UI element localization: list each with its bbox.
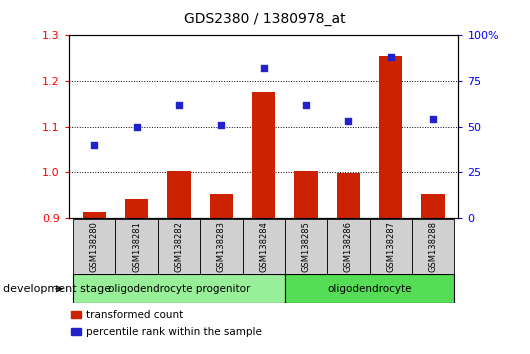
Bar [412, 219, 454, 274]
Bar [71, 328, 81, 335]
Bar [73, 219, 116, 274]
Bar [73, 274, 285, 303]
Text: oligodendrocyte progenitor: oligodendrocyte progenitor [108, 284, 250, 294]
Point [175, 102, 183, 108]
Text: oligodendrocyte: oligodendrocyte [328, 284, 412, 294]
Point [260, 65, 268, 71]
Text: transformed count: transformed count [86, 310, 184, 320]
Bar [167, 171, 191, 218]
Point [132, 124, 141, 130]
Text: percentile rank within the sample: percentile rank within the sample [86, 327, 262, 337]
Text: GSM138286: GSM138286 [344, 221, 353, 273]
Bar [369, 219, 412, 274]
Bar [327, 219, 369, 274]
Bar [252, 92, 275, 218]
Bar [125, 199, 148, 218]
Bar [83, 212, 106, 218]
Point [344, 118, 352, 124]
Point [386, 55, 395, 60]
Text: GSM138283: GSM138283 [217, 221, 226, 273]
Bar [421, 194, 445, 218]
Bar [379, 56, 402, 218]
Bar [337, 173, 360, 218]
Text: GDS2380 / 1380978_at: GDS2380 / 1380978_at [184, 12, 346, 27]
Bar [71, 310, 81, 318]
Bar [285, 219, 327, 274]
Bar [210, 194, 233, 218]
Text: GSM138282: GSM138282 [174, 222, 183, 272]
Point [429, 116, 437, 122]
Text: GSM138280: GSM138280 [90, 222, 99, 272]
Bar [285, 274, 454, 303]
Text: GSM138281: GSM138281 [132, 222, 141, 272]
Text: GSM138285: GSM138285 [302, 222, 311, 272]
Bar [243, 219, 285, 274]
Point [302, 102, 310, 108]
Bar [294, 171, 317, 218]
Text: development stage: development stage [3, 284, 111, 294]
Text: GSM138287: GSM138287 [386, 221, 395, 273]
Text: GSM138284: GSM138284 [259, 222, 268, 272]
Bar [200, 219, 243, 274]
Bar [116, 219, 158, 274]
Point [217, 122, 226, 127]
Point [90, 142, 99, 148]
Bar [158, 219, 200, 274]
Text: GSM138288: GSM138288 [429, 221, 438, 273]
